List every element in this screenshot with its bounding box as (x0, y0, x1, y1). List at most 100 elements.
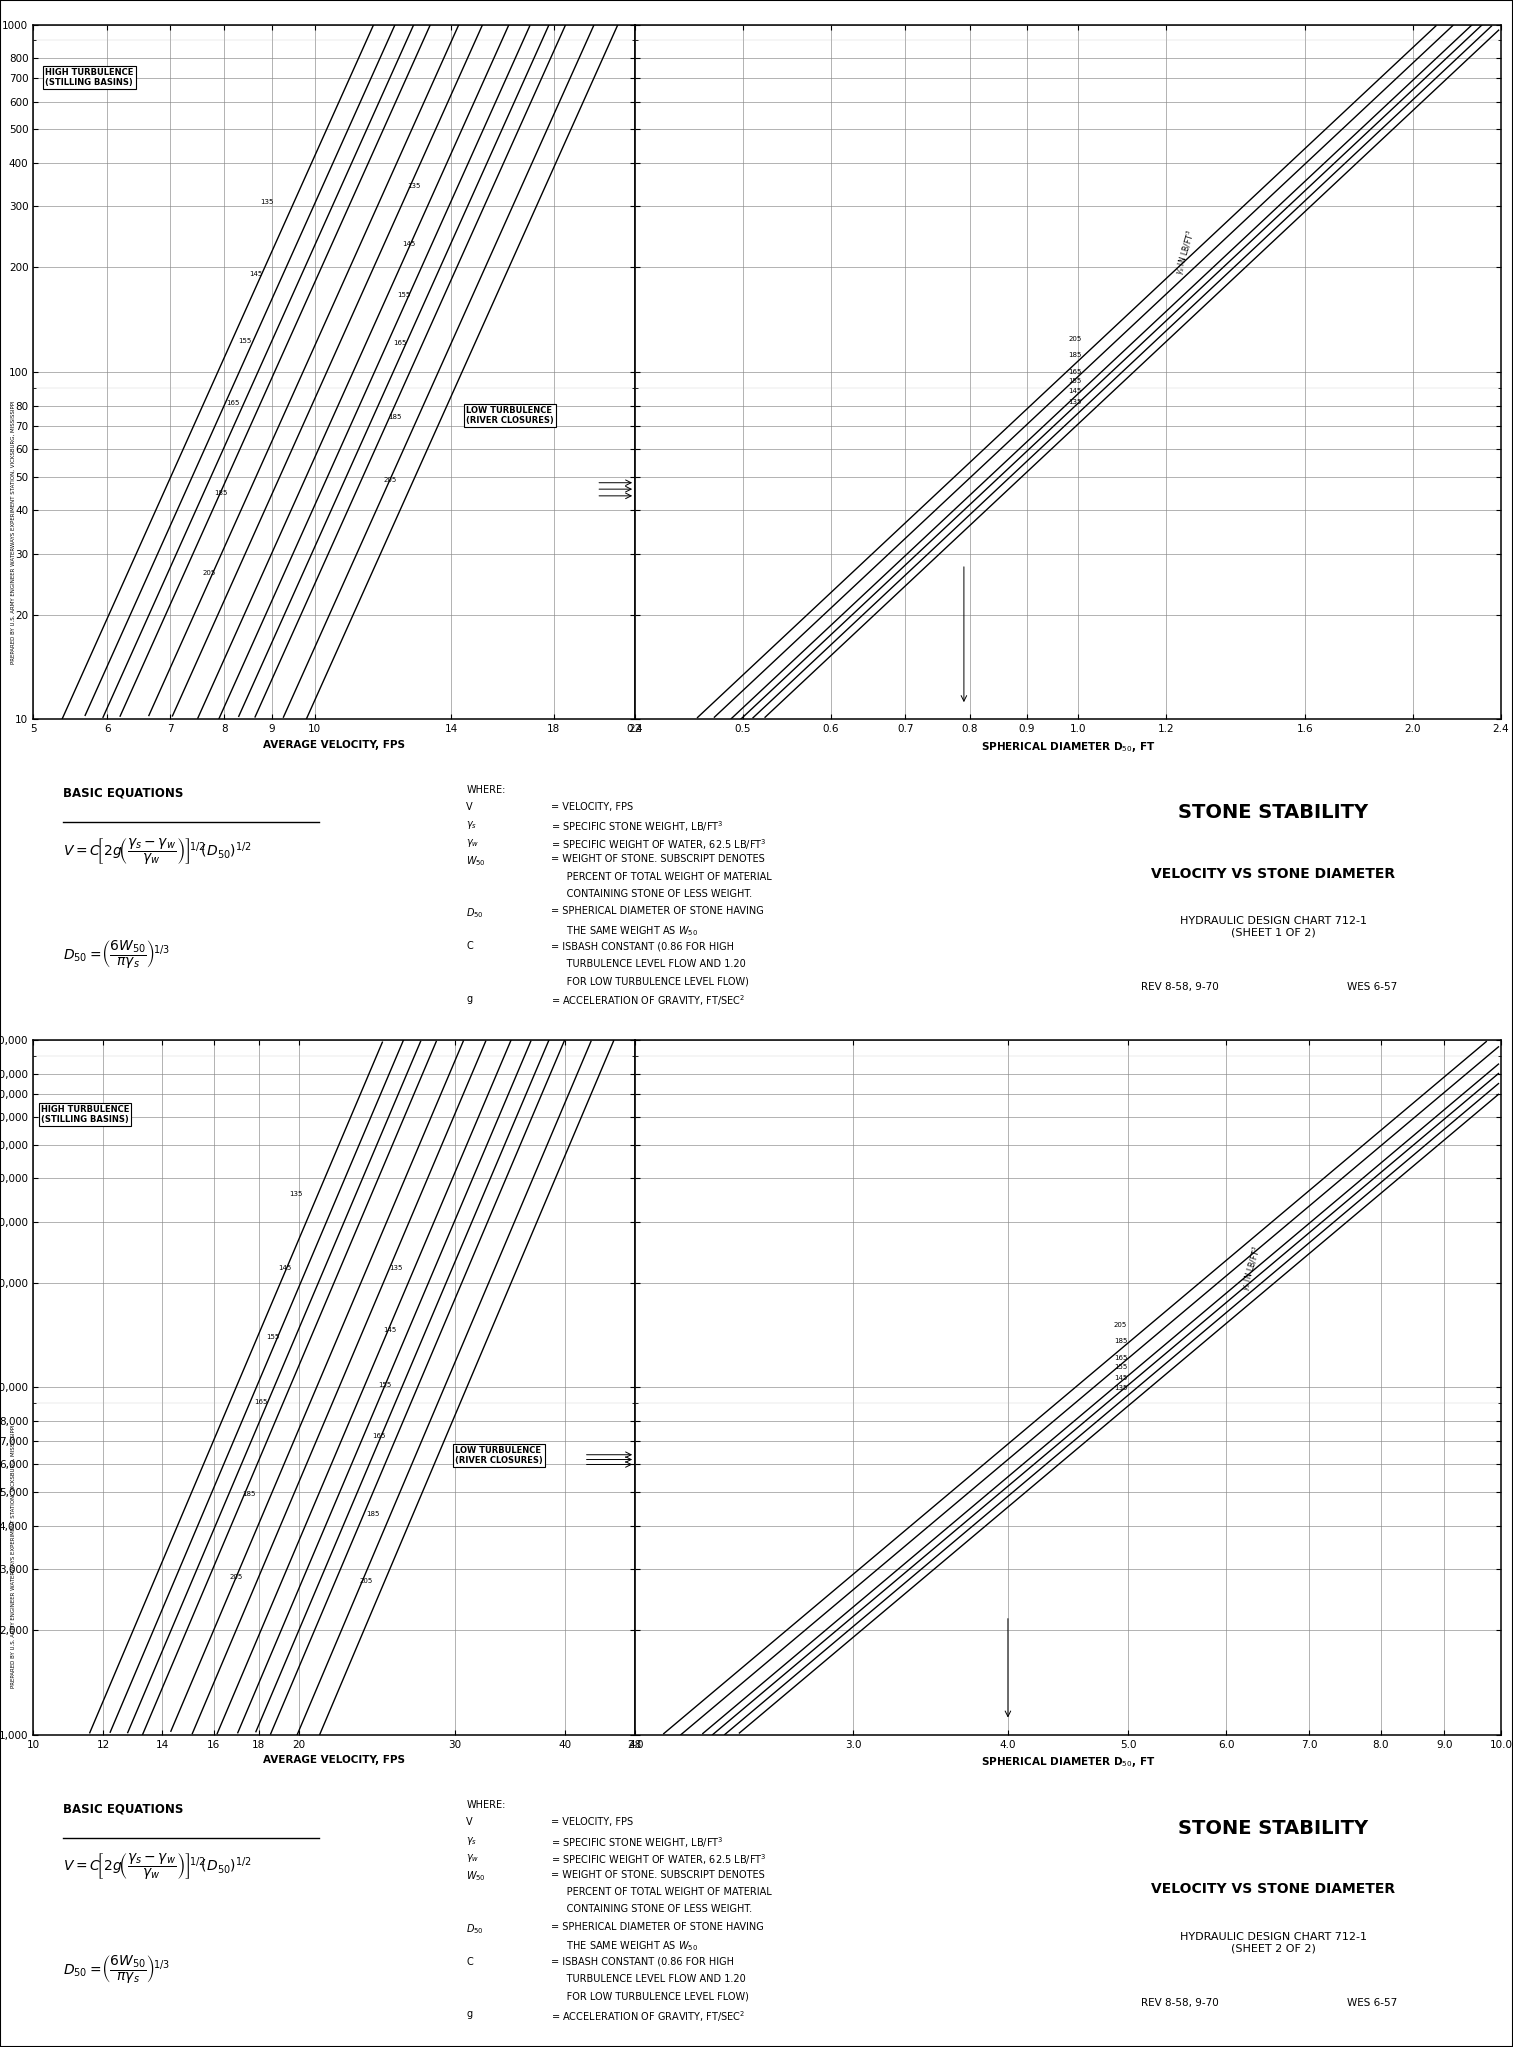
Text: LOW TURBULENCE
(RIVER CLOSURES): LOW TURBULENCE (RIVER CLOSURES) (455, 1445, 543, 1466)
Text: WES 6-57: WES 6-57 (1347, 1998, 1396, 2008)
Text: LOW TURBULENCE
(RIVER CLOSURES): LOW TURBULENCE (RIVER CLOSURES) (466, 405, 554, 426)
Text: 145: 145 (250, 270, 262, 276)
Text: $D_{50}$: $D_{50}$ (466, 907, 484, 921)
Text: 145: 145 (384, 1326, 396, 1333)
Text: $D_{50}$: $D_{50}$ (466, 1922, 484, 1936)
Text: PREPARED BY U.S. ARMY ENGINEER WATERWAYS EXPERIMENT STATION, VICKSBURG, MISSISSI: PREPARED BY U.S. ARMY ENGINEER WATERWAYS… (11, 1425, 17, 1687)
Text: BASIC EQUATIONS: BASIC EQUATIONS (62, 1801, 183, 1816)
Text: 185: 185 (1068, 352, 1082, 358)
Text: FOR LOW TURBULENCE LEVEL FLOW): FOR LOW TURBULENCE LEVEL FLOW) (551, 1992, 749, 2002)
Text: TURBULENCE LEVEL FLOW AND 1.20: TURBULENCE LEVEL FLOW AND 1.20 (551, 1973, 746, 1984)
Text: = WEIGHT OF STONE. SUBSCRIPT DENOTES: = WEIGHT OF STONE. SUBSCRIPT DENOTES (551, 854, 766, 864)
Text: 165: 165 (227, 399, 239, 405)
Text: PERCENT OF TOTAL WEIGHT OF MATERIAL: PERCENT OF TOTAL WEIGHT OF MATERIAL (551, 1887, 772, 1898)
Text: 145: 145 (402, 239, 416, 246)
Text: $\gamma_w$: $\gamma_w$ (466, 837, 480, 850)
Text: = SPECIFIC WEIGHT OF WATER, 62.5 LB/FT$^3$: = SPECIFIC WEIGHT OF WATER, 62.5 LB/FT$^… (551, 837, 767, 852)
Text: 155: 155 (266, 1335, 280, 1341)
X-axis label: AVERAGE VELOCITY, FPS: AVERAGE VELOCITY, FPS (263, 1754, 405, 1765)
Text: 185: 185 (389, 413, 401, 420)
Text: 205: 205 (384, 477, 396, 483)
Text: WES 6-57: WES 6-57 (1347, 983, 1396, 993)
Text: HYDRAULIC DESIGN CHART 712-1
(SHEET 1 OF 2): HYDRAULIC DESIGN CHART 712-1 (SHEET 1 OF… (1180, 917, 1366, 938)
Text: = SPHERICAL DIAMETER OF STONE HAVING: = SPHERICAL DIAMETER OF STONE HAVING (551, 907, 764, 917)
Text: 155: 155 (238, 338, 251, 344)
Text: 155: 155 (1068, 379, 1082, 385)
Text: $\gamma_s$: $\gamma_s$ (466, 819, 478, 831)
Text: g: g (466, 2008, 472, 2018)
Text: C: C (466, 1957, 474, 1967)
Text: FOR LOW TURBULENCE LEVEL FLOW): FOR LOW TURBULENCE LEVEL FLOW) (551, 976, 749, 987)
Text: = SPECIFIC WEIGHT OF WATER, 62.5 LB/FT$^3$: = SPECIFIC WEIGHT OF WATER, 62.5 LB/FT$^… (551, 1853, 767, 1867)
Text: 185: 185 (215, 489, 228, 495)
Text: 185: 185 (366, 1511, 380, 1517)
Text: = ACCELERATION OF GRAVITY, FT/SEC$^2$: = ACCELERATION OF GRAVITY, FT/SEC$^2$ (551, 993, 746, 1009)
Text: 135: 135 (407, 182, 421, 188)
Text: 135: 135 (389, 1265, 402, 1271)
Text: 135: 135 (1068, 399, 1082, 405)
Text: = ACCELERATION OF GRAVITY, FT/SEC$^2$: = ACCELERATION OF GRAVITY, FT/SEC$^2$ (551, 2008, 746, 2024)
Text: = ISBASH CONSTANT (0.86 FOR HIGH: = ISBASH CONSTANT (0.86 FOR HIGH (551, 942, 734, 952)
Text: = SPECIFIC STONE WEIGHT, LB/FT$^3$: = SPECIFIC STONE WEIGHT, LB/FT$^3$ (551, 1834, 723, 1850)
Text: $W_{50}$: $W_{50}$ (466, 1869, 486, 1883)
Text: $\gamma_s$: $\gamma_s$ (466, 1834, 478, 1846)
Text: = SPHERICAL DIAMETER OF STONE HAVING: = SPHERICAL DIAMETER OF STONE HAVING (551, 1922, 764, 1932)
Text: 135: 135 (260, 199, 274, 205)
Text: V: V (466, 1818, 474, 1828)
X-axis label: AVERAGE VELOCITY, FPS: AVERAGE VELOCITY, FPS (263, 739, 405, 749)
Text: $D_{50}=\!\left(\dfrac{6W_{50}}{\pi\gamma_s}\right)^{\!1/3}$: $D_{50}=\!\left(\dfrac{6W_{50}}{\pi\gamm… (62, 1953, 169, 1986)
Text: V: V (466, 802, 474, 813)
Text: 205: 205 (1114, 1322, 1127, 1329)
Text: 165: 165 (393, 340, 407, 346)
Text: g: g (466, 993, 472, 1003)
Text: HIGH TURBULENCE
(STILLING BASINS): HIGH TURBULENCE (STILLING BASINS) (41, 1105, 129, 1124)
Text: HIGH TURBULENCE
(STILLING BASINS): HIGH TURBULENCE (STILLING BASINS) (45, 68, 133, 88)
Text: $D_{50}=\!\left(\dfrac{6W_{50}}{\pi\gamma_s}\right)^{\!1/3}$: $D_{50}=\!\left(\dfrac{6W_{50}}{\pi\gamm… (62, 938, 169, 970)
Text: 165: 165 (1114, 1355, 1127, 1361)
Text: TURBULENCE LEVEL FLOW AND 1.20: TURBULENCE LEVEL FLOW AND 1.20 (551, 958, 746, 968)
Text: $\gamma_s$ IN LB/FT$^3$: $\gamma_s$ IN LB/FT$^3$ (1173, 229, 1200, 278)
Text: PREPARED BY U.S. ARMY ENGINEER WATERWAYS EXPERIMENT STATION, VICKSBURG, MISSISSI: PREPARED BY U.S. ARMY ENGINEER WATERWAYS… (11, 401, 17, 663)
Text: = VELOCITY, FPS: = VELOCITY, FPS (551, 802, 634, 813)
Text: THE SAME WEIGHT AS $W_{50}$: THE SAME WEIGHT AS $W_{50}$ (551, 1939, 699, 1953)
Text: 205: 205 (203, 569, 216, 575)
Text: $V = C\!\left[2g\!\left(\dfrac{\gamma_s-\gamma_w}{\gamma_w}\right)\right]^{\!1/2: $V = C\!\left[2g\!\left(\dfrac{\gamma_s-… (62, 1853, 251, 1881)
Text: 185: 185 (1114, 1339, 1127, 1343)
Text: 135: 135 (289, 1191, 303, 1197)
Text: 165: 165 (372, 1433, 386, 1439)
Text: BASIC EQUATIONS: BASIC EQUATIONS (62, 786, 183, 800)
Text: C: C (466, 942, 474, 952)
Text: REV 8-58, 9-70: REV 8-58, 9-70 (1141, 1998, 1219, 2008)
Text: 135: 135 (1114, 1386, 1127, 1392)
Text: WHERE:: WHERE: (466, 784, 505, 794)
Text: THE SAME WEIGHT AS $W_{50}$: THE SAME WEIGHT AS $W_{50}$ (551, 923, 699, 938)
Text: 185: 185 (242, 1490, 256, 1496)
Text: VELOCITY VS STONE DIAMETER: VELOCITY VS STONE DIAMETER (1151, 1883, 1395, 1896)
Text: 155: 155 (1114, 1365, 1127, 1371)
X-axis label: SPHERICAL DIAMETER D$_{50}$, FT: SPHERICAL DIAMETER D$_{50}$, FT (980, 739, 1154, 753)
Text: $\gamma_s$ IN LB/FT$^3$: $\gamma_s$ IN LB/FT$^3$ (1239, 1245, 1266, 1294)
Text: 165: 165 (1068, 368, 1082, 375)
Text: STONE STABILITY: STONE STABILITY (1179, 1820, 1368, 1838)
Text: 145: 145 (278, 1265, 290, 1271)
Text: $V = C\!\left[2g\!\left(\dfrac{\gamma_s-\gamma_w}{\gamma_w}\right)\right]^{\!1/2: $V = C\!\left[2g\!\left(\dfrac{\gamma_s-… (62, 837, 251, 866)
Text: WHERE:: WHERE: (466, 1799, 505, 1810)
Text: REV 8-58, 9-70: REV 8-58, 9-70 (1141, 983, 1219, 993)
Text: PERCENT OF TOTAL WEIGHT OF MATERIAL: PERCENT OF TOTAL WEIGHT OF MATERIAL (551, 872, 772, 882)
Text: 155: 155 (378, 1382, 390, 1388)
Text: 145: 145 (1068, 389, 1082, 395)
Text: 165: 165 (254, 1398, 268, 1404)
Text: $W_{50}$: $W_{50}$ (466, 854, 486, 868)
Text: = SPECIFIC STONE WEIGHT, LB/FT$^3$: = SPECIFIC STONE WEIGHT, LB/FT$^3$ (551, 819, 723, 835)
Text: 205: 205 (360, 1578, 374, 1584)
Text: CONTAINING STONE OF LESS WEIGHT.: CONTAINING STONE OF LESS WEIGHT. (551, 888, 752, 899)
Text: 155: 155 (398, 293, 412, 299)
Text: HYDRAULIC DESIGN CHART 712-1
(SHEET 2 OF 2): HYDRAULIC DESIGN CHART 712-1 (SHEET 2 OF… (1180, 1932, 1366, 1953)
Text: 205: 205 (230, 1574, 244, 1580)
Text: VELOCITY VS STONE DIAMETER: VELOCITY VS STONE DIAMETER (1151, 868, 1395, 880)
Text: = WEIGHT OF STONE. SUBSCRIPT DENOTES: = WEIGHT OF STONE. SUBSCRIPT DENOTES (551, 1869, 766, 1879)
Text: = ISBASH CONSTANT (0.86 FOR HIGH: = ISBASH CONSTANT (0.86 FOR HIGH (551, 1957, 734, 1967)
Text: CONTAINING STONE OF LESS WEIGHT.: CONTAINING STONE OF LESS WEIGHT. (551, 1904, 752, 1914)
X-axis label: SPHERICAL DIAMETER D$_{50}$, FT: SPHERICAL DIAMETER D$_{50}$, FT (980, 1754, 1154, 1769)
Text: 145: 145 (1114, 1374, 1127, 1380)
